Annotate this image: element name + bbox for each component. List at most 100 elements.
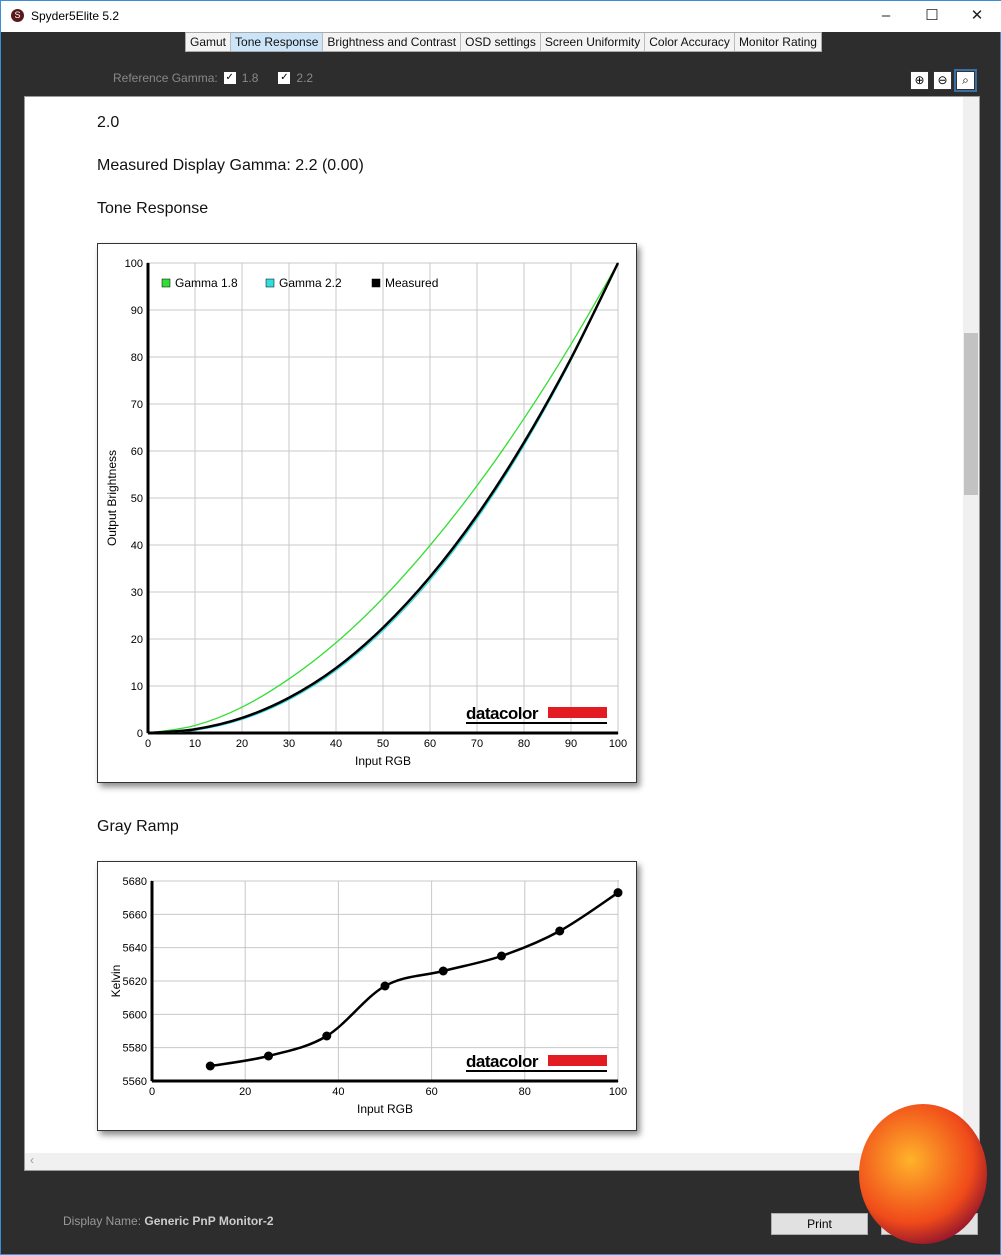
legend-label: Measured (385, 276, 438, 290)
y-tick-label: 5680 (123, 876, 147, 888)
tab-screen-uniformity[interactable]: Screen Uniformity (540, 33, 646, 51)
x-tick-label: 20 (236, 738, 248, 750)
x-tick-label: 40 (330, 738, 342, 750)
display-name: Display Name: Generic PnP Monitor-2 (63, 1214, 274, 1228)
series-line-gamma-1-8 (147, 262, 619, 734)
maximize-button[interactable]: ☐ (925, 7, 939, 24)
legend-swatch (371, 278, 381, 288)
gamma-22-label: 2.2 (296, 71, 314, 85)
x-tick-label: 0 (145, 738, 151, 750)
y-tick-label: 80 (131, 352, 143, 364)
y-tick-label: 100 (125, 258, 143, 270)
zoom-fit-icon[interactable]: ⌕ (954, 69, 977, 92)
y-tick-label: 5620 (123, 976, 147, 988)
gray-ramp-chart: 0 20 40 60 80 100 5560 5580 5600 5620 5640 5660 5680… (97, 861, 637, 1131)
scroll-thumb[interactable] (964, 333, 978, 495)
y-tick-label: 5560 (123, 1076, 147, 1088)
x-tick-label: 10 (189, 738, 201, 750)
display-name-value: Generic PnP Monitor-2 (144, 1214, 274, 1228)
x-tick-label: 100 (609, 738, 627, 750)
tab-tone-response[interactable]: Tone Response (231, 33, 324, 51)
gamma-18-checkbox[interactable]: ✓ (223, 72, 236, 84)
y-tick-label: 60 (131, 446, 143, 458)
x-axis-label: Input RGB (357, 1102, 413, 1116)
data-point (497, 951, 506, 961)
legend-label: Gamma 2.2 (279, 276, 342, 290)
y-tick-label: 5640 (123, 943, 147, 955)
x-tick-label: 20 (239, 1086, 251, 1098)
y-axis-label: Output Brightness (105, 450, 119, 546)
display-name-label: Display Name: (63, 1214, 142, 1228)
tab-color-accuracy[interactable]: Color Accuracy (645, 33, 735, 51)
reference-gamma-bar: Reference Gamma: ✓ 1.8 ✓ 2.2 (113, 71, 313, 85)
y-axis-label: Kelvin (109, 965, 123, 998)
y-tick-label: 50 (131, 493, 143, 505)
reference-gamma-label: Reference Gamma: (113, 71, 218, 85)
series-line-measured (147, 262, 620, 735)
y-tick-label: 20 (131, 634, 143, 646)
x-tick-label: 90 (565, 738, 577, 750)
x-tick-label: 70 (471, 738, 483, 750)
tab-monitor-rating[interactable]: Monitor Rating (734, 33, 821, 51)
y-tick-label: 90 (131, 305, 143, 317)
y-tick-label: 0 (137, 728, 143, 740)
title-bar: S Spyder5Elite 5.2 – ☐ ✕ (1, 1, 1001, 32)
y-tick-label: 10 (131, 681, 143, 693)
watermark-logo (859, 1104, 987, 1244)
gray-ramp-heading: Gray Ramp (97, 818, 179, 835)
y-tick-label: 5580 (123, 1043, 147, 1055)
legend-label: Gamma 1.8 (175, 276, 238, 290)
minimize-button[interactable]: – (881, 7, 891, 24)
y-tick-label: 40 (131, 540, 143, 552)
x-tick-label: 60 (425, 1086, 437, 1098)
tab-osd-settings[interactable]: OSD settings (461, 33, 541, 51)
x-axis-label: Input RGB (355, 754, 411, 768)
zoom-out-icon[interactable]: ⊖ (933, 71, 952, 90)
x-tick-label: 60 (424, 738, 436, 750)
x-tick-label: 100 (609, 1086, 627, 1098)
y-tick-label: 70 (131, 399, 143, 411)
app-icon: S (11, 9, 24, 22)
data-point (205, 1061, 215, 1071)
data-point (380, 981, 390, 991)
datacolor-logo-bar (548, 707, 607, 718)
datacolor-logo: datacolor (466, 704, 539, 723)
tab-bar: Gamut Tone Response Brightness and Contr… (185, 32, 822, 52)
window-title: Spyder5Elite 5.2 (31, 9, 120, 23)
tab-brightness-contrast[interactable]: Brightness and Contrast (323, 33, 462, 51)
datacolor-logo-bar (548, 1055, 607, 1066)
datacolor-logo: datacolor (466, 1052, 539, 1071)
data-point (322, 1031, 332, 1041)
x-tick-label: 0 (149, 1086, 155, 1098)
legend-swatch (265, 278, 275, 288)
vertical-scrollbar[interactable] (963, 97, 979, 1154)
zoom-controls: ⊕ ⊖ ⌕ (910, 69, 977, 92)
tone-response-chart: 0 10 20 30 40 50 60 70 80 90 100 0 10 20 30 40 50 60 70 80 9… (97, 243, 637, 783)
y-tick-label: 5600 (123, 1009, 147, 1021)
data-point (555, 926, 565, 936)
data-point (264, 1051, 273, 1061)
y-tick-label: 30 (131, 587, 143, 599)
tone-response-svg: 0 10 20 30 40 50 60 70 80 90 100 0 10 20 30 40 50 60 70 80 9… (105, 258, 627, 768)
gray-ramp-svg: 0 20 40 60 80 100 5560 5580 5600 5620 5640 5660 5680… (109, 876, 627, 1116)
zoom-in-icon[interactable]: ⊕ (910, 71, 929, 90)
x-tick-label: 80 (518, 738, 530, 750)
print-button[interactable]: Print (771, 1213, 868, 1235)
gamma-18-label: 1.8 (241, 71, 259, 85)
tone-response-heading: Tone Response (97, 200, 209, 217)
horizontal-scrollbar[interactable]: ‹ (25, 1153, 965, 1170)
tab-gamut[interactable]: Gamut (186, 33, 232, 51)
report-panel: 2.0 Measured Display Gamma: 2.2 (0.00) T… (24, 96, 980, 1171)
data-point (613, 888, 623, 898)
measured-gamma: Measured Display Gamma: 2.2 (0.00) (97, 157, 364, 174)
x-tick-label: 50 (377, 738, 389, 750)
close-button[interactable]: ✕ (970, 7, 984, 24)
gamma-22-checkbox[interactable]: ✓ (278, 72, 291, 84)
x-tick-label: 30 (283, 738, 295, 750)
data-point (438, 966, 448, 976)
y-tick-label: 5660 (123, 909, 147, 921)
x-tick-label: 80 (519, 1086, 531, 1098)
legend-swatch (161, 278, 171, 288)
target-gamma: 2.0 (97, 114, 120, 131)
x-tick-label: 40 (332, 1086, 344, 1098)
